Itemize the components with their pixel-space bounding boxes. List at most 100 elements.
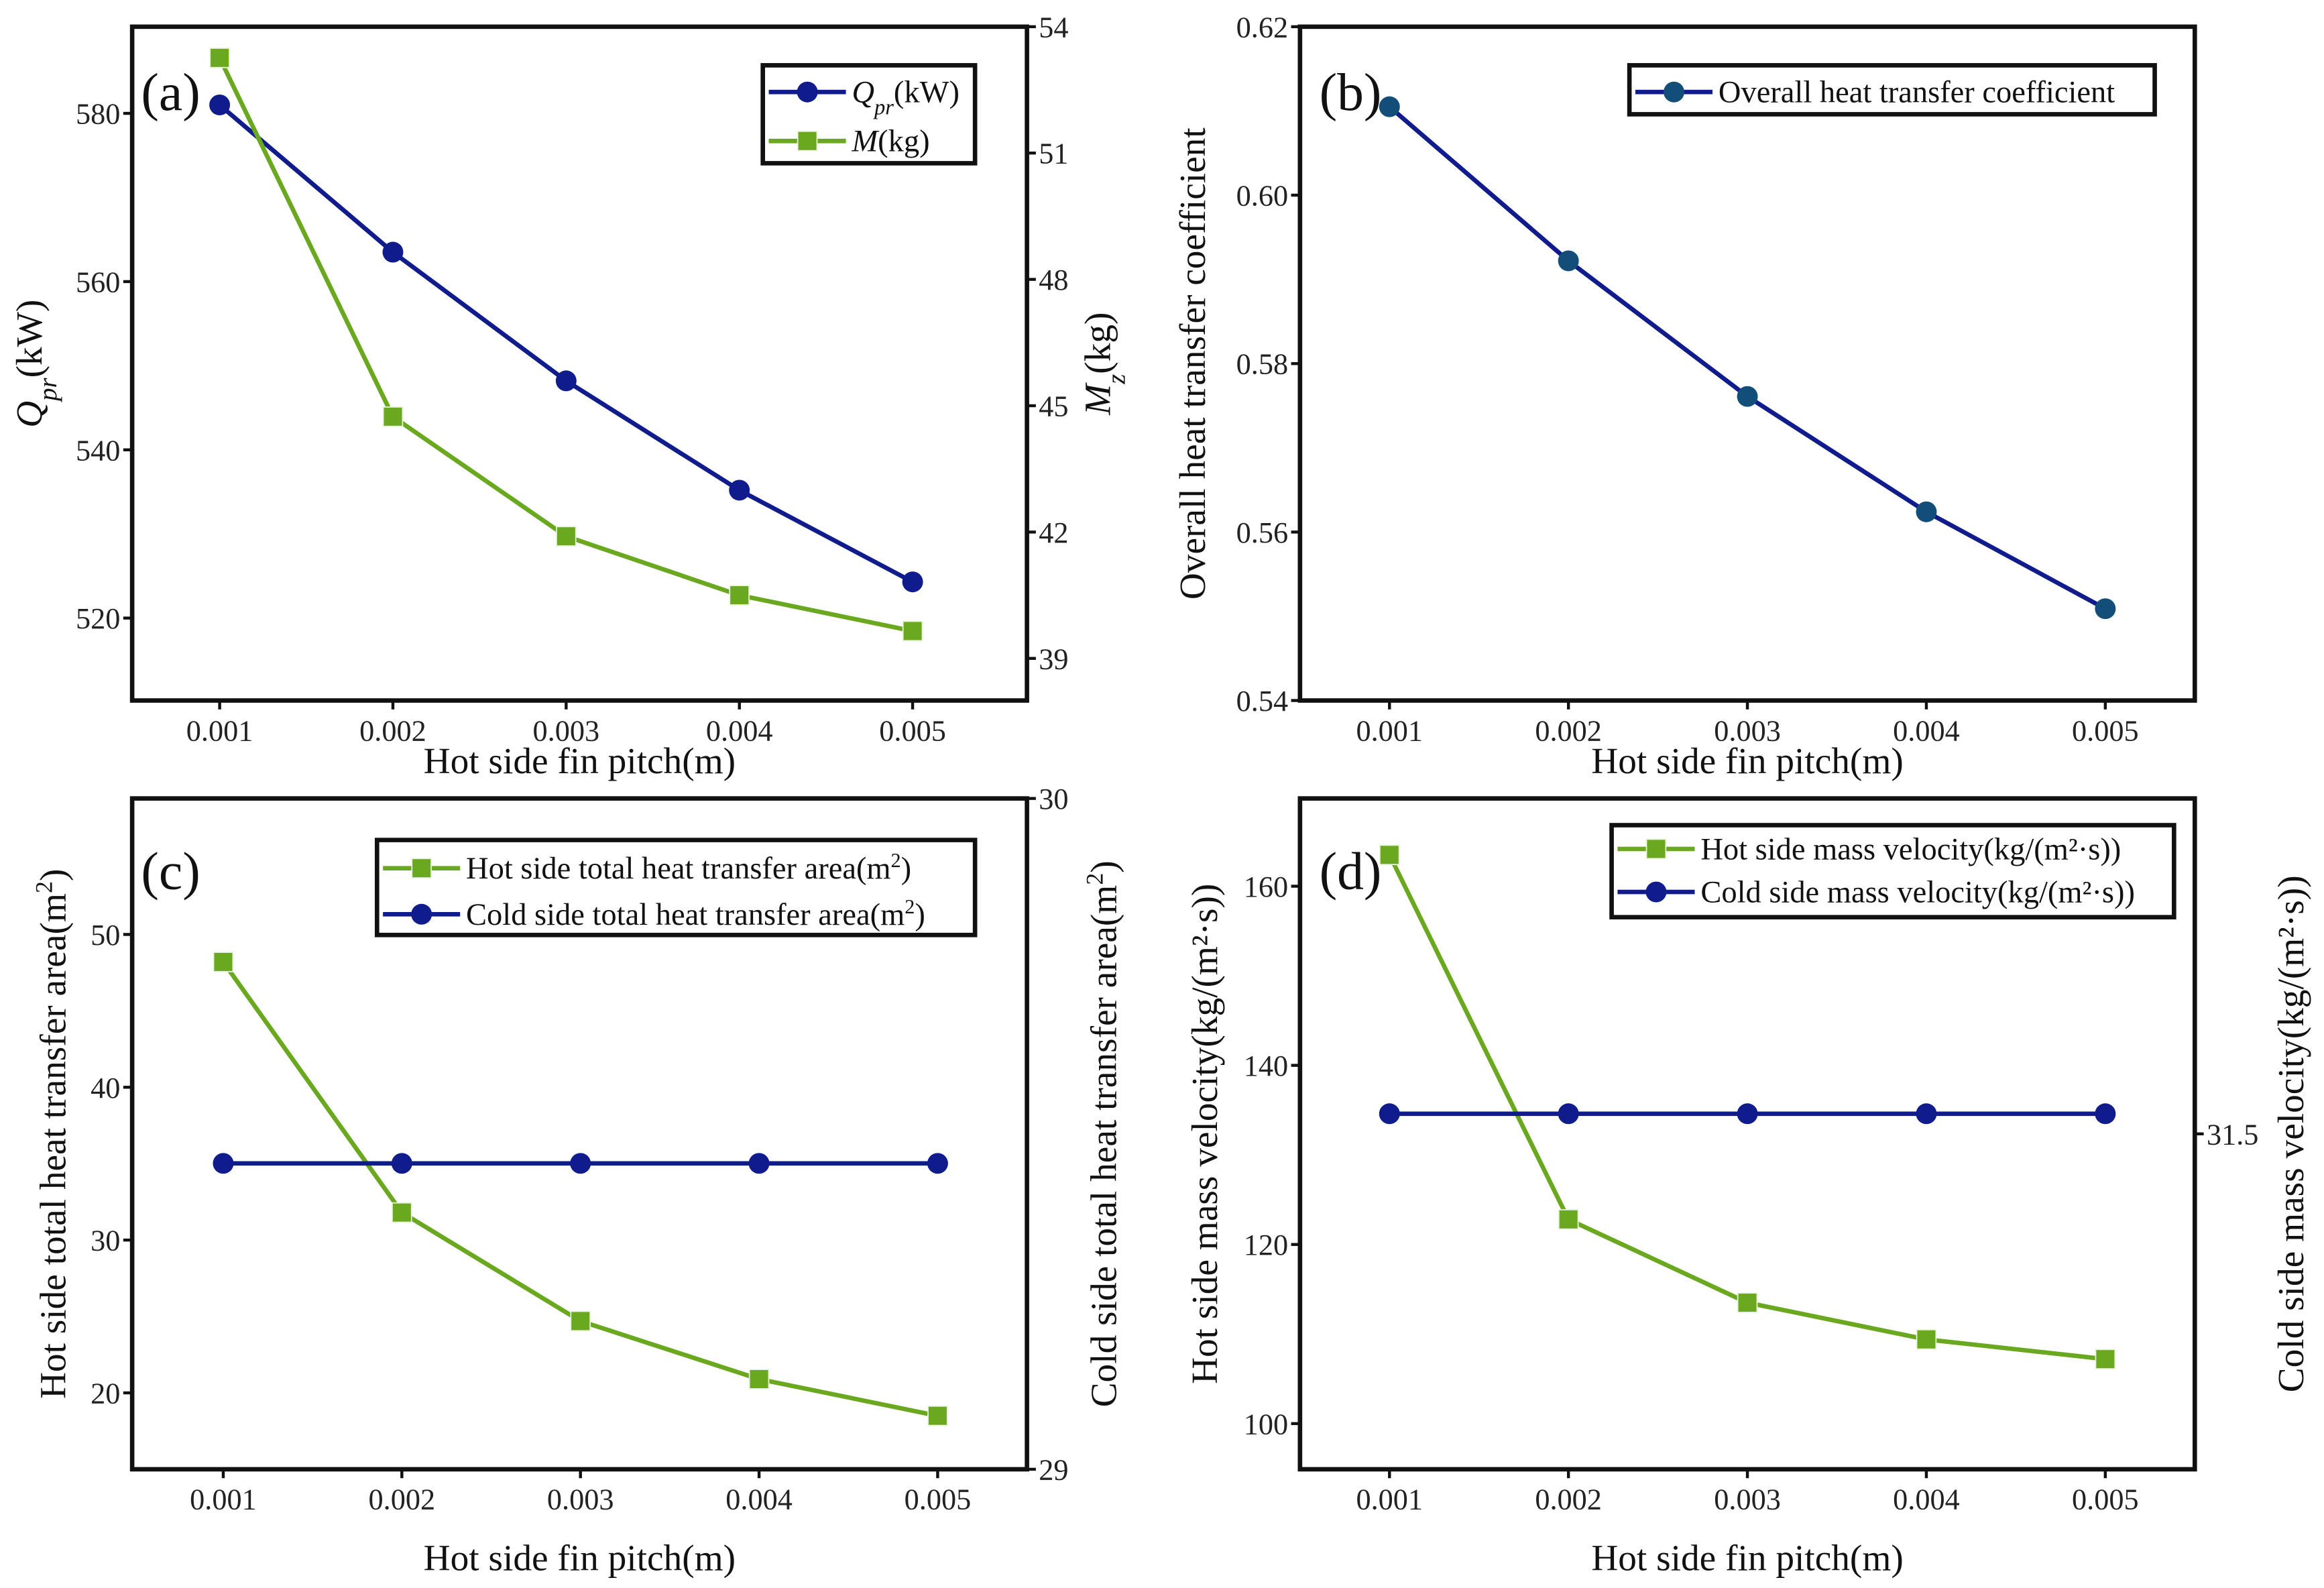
- text-part: Hot side mass velocity(kg/(m²·s)): [1184, 884, 1225, 1384]
- data-point: [1379, 96, 1400, 117]
- x-tick-label: 0.003: [1714, 1483, 1781, 1516]
- text-part: pr: [873, 96, 894, 120]
- data-point: [729, 585, 750, 606]
- panel-label: (b): [1320, 63, 1382, 122]
- x-axis-title: Hot side fin pitch(m): [424, 1537, 736, 1578]
- text-part: ): [33, 869, 74, 881]
- y2-tick-label: 54: [1039, 11, 1068, 44]
- data-point: [1737, 1103, 1758, 1125]
- data-point: [2095, 1103, 2116, 1125]
- data-point: [748, 1153, 770, 1174]
- data-point: [729, 479, 750, 501]
- y-tick-label: 100: [1244, 1408, 1288, 1440]
- y-axis-title: Hot side total heat transfer area(m2): [31, 869, 74, 1399]
- text-part: 2: [1081, 873, 1108, 885]
- x-tick-label: 0.004: [1893, 1483, 1960, 1516]
- text-part: M: [1078, 382, 1118, 416]
- legend-label: M(kg): [851, 125, 929, 159]
- y-tick-label: 20: [91, 1377, 120, 1410]
- data-point: [209, 48, 230, 68]
- text-part: z: [1102, 374, 1130, 385]
- text-part: Cold side total heat transfer area(m: [466, 898, 905, 932]
- y-tick-label: 0.54: [1236, 685, 1288, 718]
- series-1: [213, 1153, 948, 1174]
- series-line: [221, 960, 939, 1418]
- data-point: [1558, 250, 1579, 272]
- series-line: [218, 103, 914, 584]
- legend-box: [374, 838, 978, 938]
- x-tick-label: 0.002: [369, 1483, 436, 1516]
- text-part: 2: [905, 895, 915, 918]
- y-tick-label: 30: [91, 1225, 120, 1257]
- y-tick-label: 40: [91, 1072, 120, 1104]
- data-point: [2095, 598, 2116, 620]
- text-part: Overall heat transfer coefficient: [1719, 76, 2115, 110]
- text-part: Hot side mass velocity(kg/(m²·s)): [1700, 832, 2121, 866]
- data-point: [1558, 1103, 1579, 1125]
- text-part: Hot side fin pitch(m): [424, 740, 736, 781]
- data-point: [382, 241, 404, 263]
- legend: Hot side mass velocity(kg/(m²·s)) Cold si…: [1609, 823, 2176, 920]
- data-point: [902, 620, 923, 642]
- series-1: [209, 48, 923, 642]
- text-part: Overall heat transfer coefficient: [1172, 127, 1213, 600]
- legend: Hot side total heat transfer area(m2)Col…: [374, 838, 978, 938]
- x-tick-label: 0.005: [879, 714, 946, 747]
- x-tick-label: 0.001: [186, 714, 253, 747]
- text-part: Hot side total heat transfer area(m: [33, 893, 74, 1399]
- data-point: [1379, 844, 1400, 866]
- y-tick-label: 0.60: [1236, 180, 1288, 213]
- text-part: Hot side fin pitch(m): [424, 1537, 736, 1578]
- x-axis-title: Hot side fin pitch(m): [424, 740, 736, 781]
- y2-tick-label: 45: [1039, 390, 1068, 422]
- data-point: [556, 526, 577, 547]
- y2-tick-label: 42: [1039, 516, 1068, 549]
- y-tick-label: 0.56: [1236, 516, 1288, 549]
- text-part: Cold side total heat transfer area(m: [1083, 885, 1124, 1408]
- x-tick-label: 0.002: [359, 714, 426, 747]
- data-point: [1916, 1329, 1937, 1350]
- y-axis-title: Qpr(kW): [9, 300, 62, 428]
- x-tick-label: 0.003: [533, 714, 600, 747]
- data-point: [555, 370, 577, 392]
- panel-label: (a): [141, 63, 200, 122]
- plot-frame: [1297, 796, 2197, 1472]
- legend-square-marker-icon: [1645, 838, 1667, 860]
- y2-axis-title: Cold side mass velocity(kg/(m²·s)): [2270, 875, 2311, 1392]
- y-axis-title: Overall heat transfer coefficient: [1172, 127, 1213, 600]
- legend-label: Cold side mass velocity(kg/(m²·s)): [1700, 876, 2135, 910]
- legend: Qpr(kW) M(kg): [760, 63, 978, 166]
- chart-panel-a: 0.001 0.002 0.003 0.004 0.005 520 540 560 580 39 4…: [9, 11, 1130, 781]
- chart-panel-d: 0.001 0.002 0.003 0.004 0.005 100 120 140 160 31.…: [1184, 796, 2311, 1578]
- y2-tick-label: 29: [1039, 1453, 1068, 1486]
- data-point: [927, 1153, 948, 1174]
- x-tick-label: 0.005: [905, 1483, 972, 1516]
- text-part: 2: [31, 881, 58, 893]
- legend-circle-marker-icon: [1645, 881, 1667, 903]
- data-point: [748, 1369, 770, 1390]
- y-tick-label: 0.62: [1236, 11, 1288, 44]
- series-0: [209, 94, 923, 593]
- legend-circle-marker-icon: [1664, 81, 1685, 103]
- text-part: Hot side fin pitch(m): [1591, 740, 1903, 781]
- y2-axis-title: Mz(kg): [1078, 313, 1131, 416]
- text-part: ): [901, 852, 911, 886]
- y2-axis-title: Cold side total heat transfer area(m2): [1081, 860, 1124, 1407]
- text-part: (kg): [878, 125, 929, 159]
- y2-tick-label: 39: [1039, 642, 1068, 675]
- plot-frame: [129, 24, 1029, 703]
- y-tick-label: 580: [76, 98, 120, 131]
- y-tick-label: 160: [1244, 870, 1288, 903]
- y-tick-label: 0.58: [1236, 348, 1288, 381]
- plot-frame: [1297, 24, 2197, 703]
- x-tick-label: 0.001: [190, 1483, 257, 1516]
- legend-square-marker-icon: [797, 130, 818, 152]
- x-tick-label: 0.005: [2072, 1483, 2139, 1516]
- x-tick-label: 0.003: [1714, 714, 1781, 747]
- text-part: (kW): [9, 300, 50, 378]
- series-0: [213, 952, 948, 1426]
- data-point: [1558, 1209, 1579, 1230]
- data-point: [2095, 1349, 2116, 1369]
- series-0: [1379, 844, 2116, 1369]
- x-tick-label: 0.003: [547, 1483, 614, 1516]
